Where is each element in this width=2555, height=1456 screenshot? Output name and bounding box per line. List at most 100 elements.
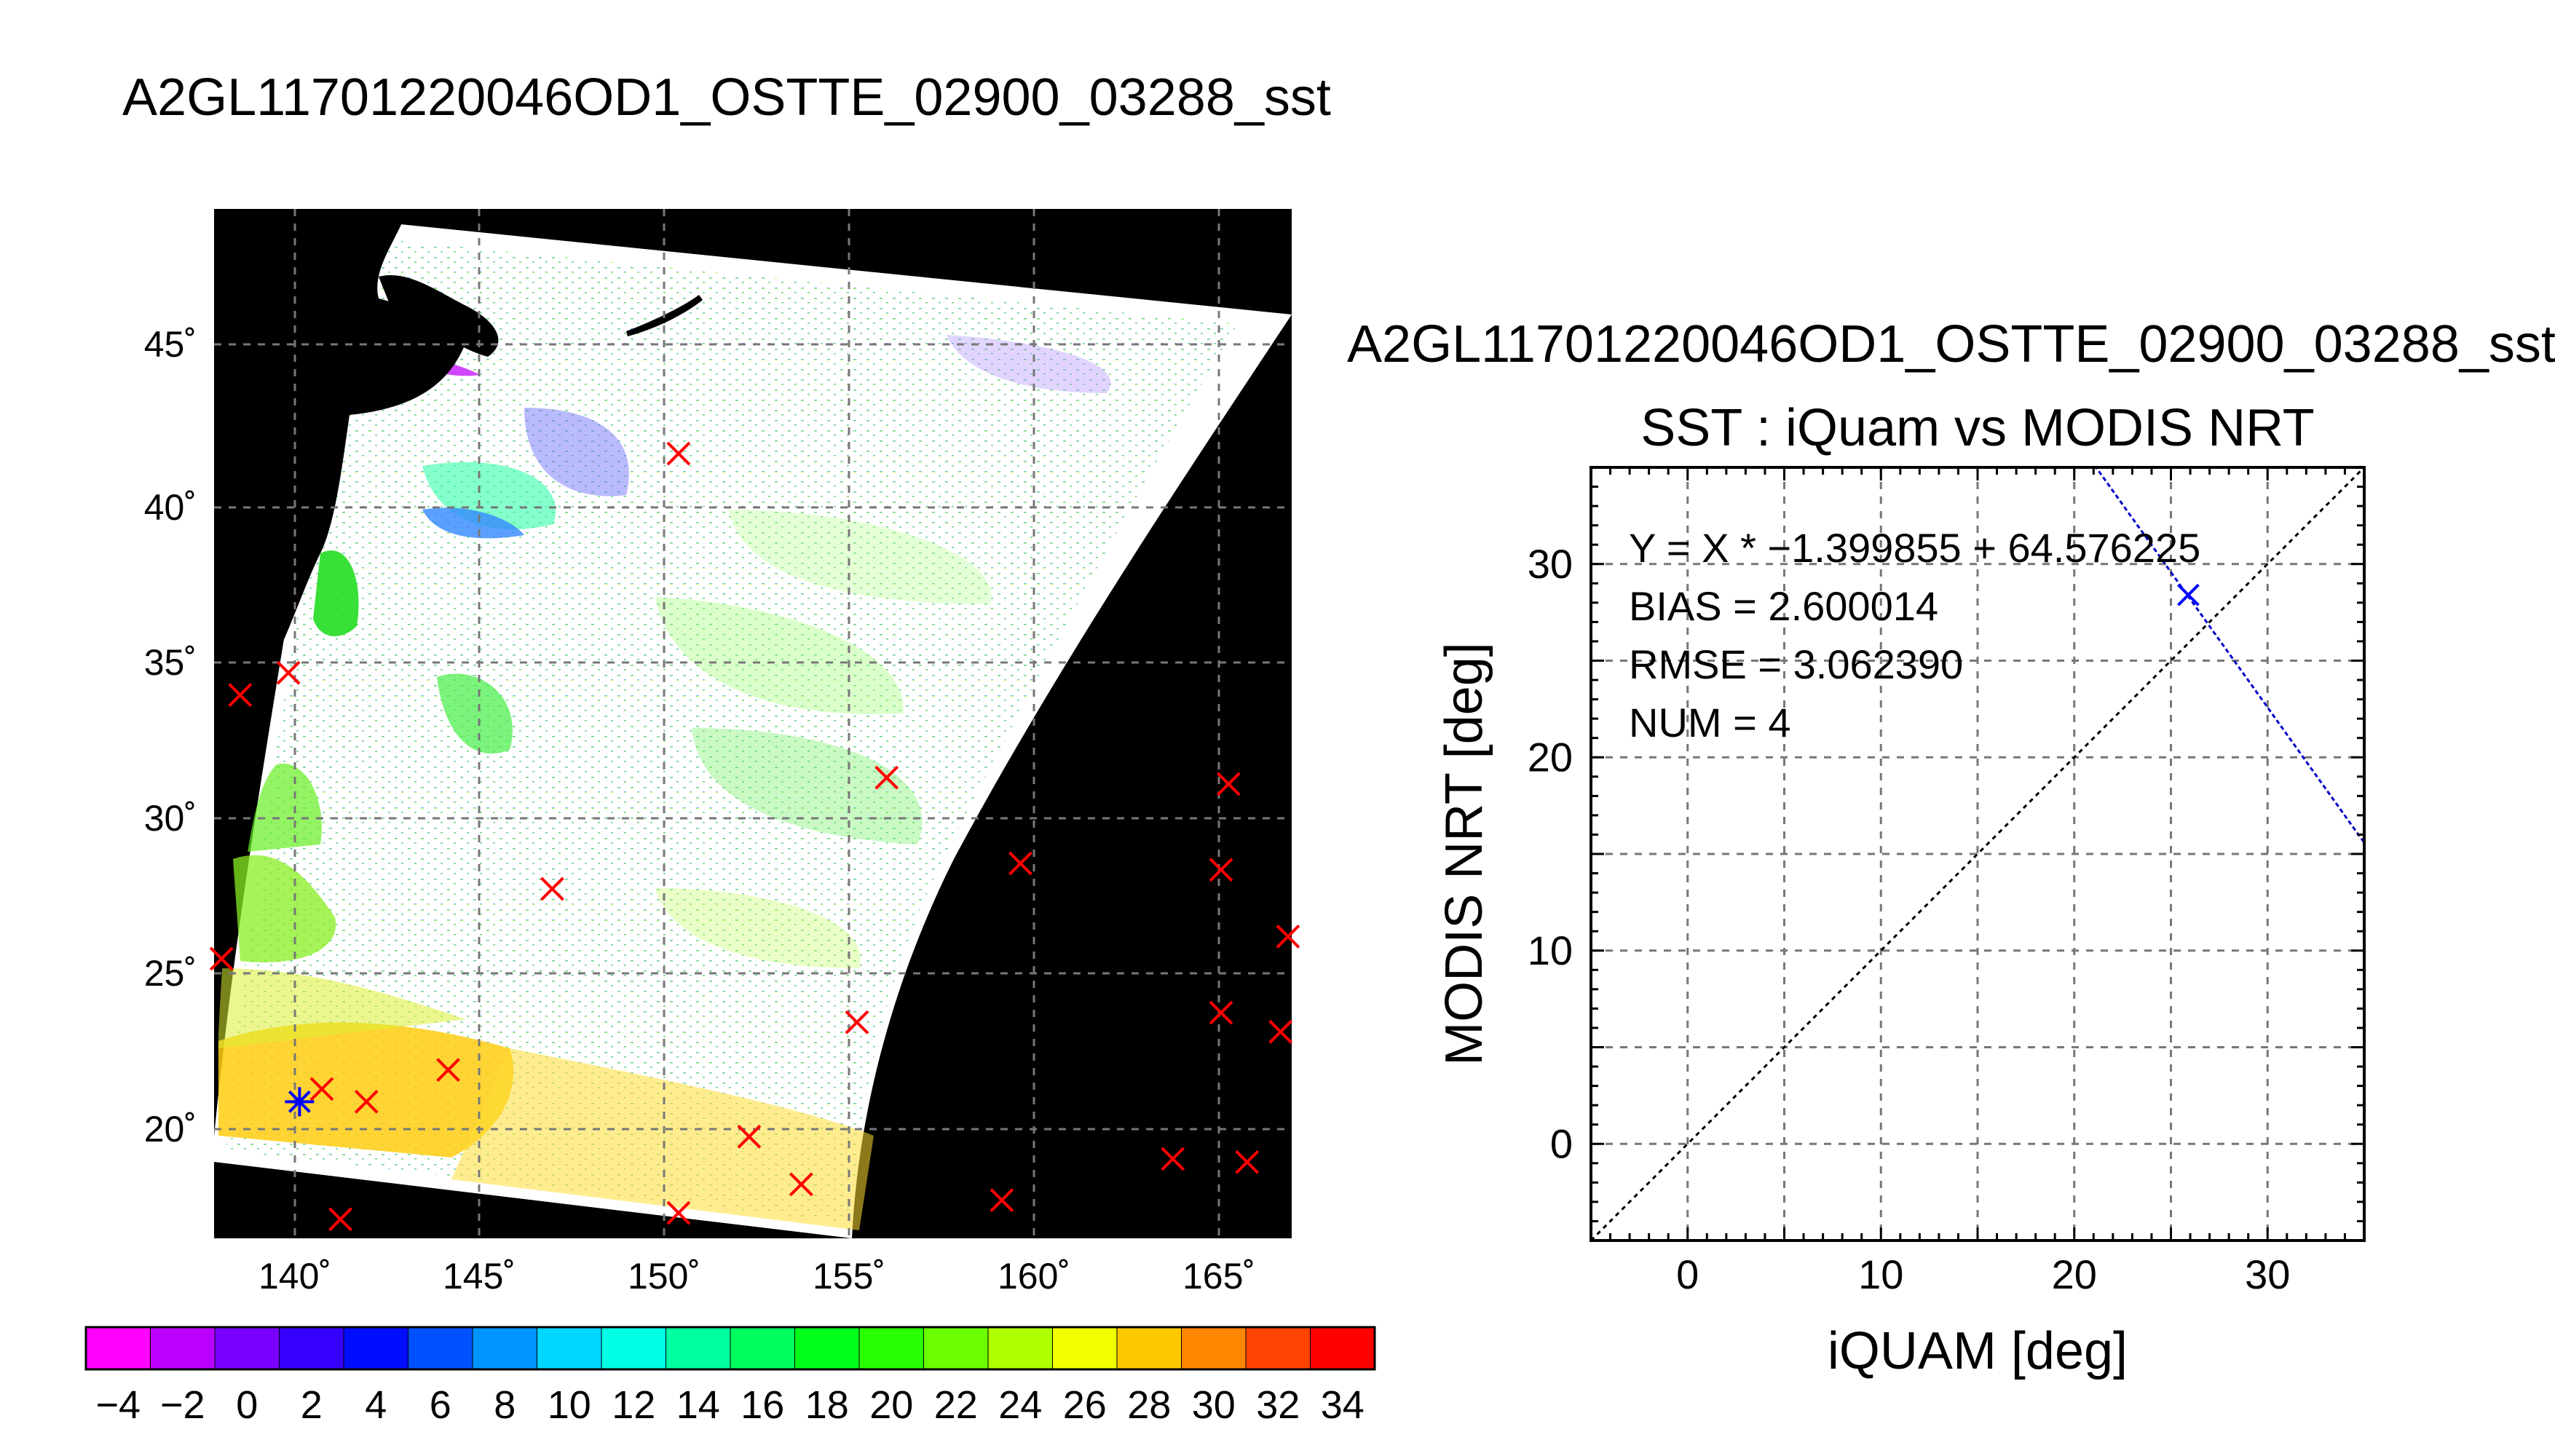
x-tick-label: 20: [2052, 1251, 2097, 1297]
scatter-points: [2176, 583, 2200, 606]
colorbar-cell: [1117, 1327, 1182, 1369]
insitu-marker: [209, 946, 234, 971]
data-point: [2176, 583, 2200, 606]
insitu-marker: [540, 877, 564, 901]
insitu-marker: [1209, 858, 1233, 882]
colorbar-frame: [84, 1326, 1376, 1371]
colorbar-tick-label: 8: [494, 1383, 516, 1427]
insitu-marker: [874, 765, 899, 790]
lat-tick-label: 40˚: [144, 487, 197, 528]
x-tick-label: 10: [1858, 1251, 1903, 1297]
lon-tick-label: 145˚: [443, 1256, 516, 1297]
colorbar-cell: [1052, 1327, 1118, 1369]
colorbar-cell: [1181, 1327, 1247, 1369]
colorbar-cell: [794, 1327, 860, 1369]
colorbar-tick-label: 30: [1192, 1383, 1236, 1427]
lon-tick-label: 150˚: [628, 1256, 700, 1297]
colorbar: −4 −2 0 2 4 6 8 10 12 14 16 18 20 22 24 26 28 30 32 34: [84, 1326, 1376, 1427]
regression-line: [2094, 467, 2364, 844]
scatter-title-line1: A2GL11701220046OD1_OSTTE_02900_03288_sst: [1347, 315, 2555, 373]
colorbar-tick-label: 10: [548, 1383, 591, 1427]
stats-text: Y = X * −1.399855 + 64.576225 BIAS = 2.6…: [1629, 525, 2200, 745]
bias-value: BIAS = 2.600014: [1629, 583, 1938, 629]
colorbar-tick-label: −4: [95, 1383, 141, 1427]
lon-tick-label: 155˚: [813, 1256, 885, 1297]
map-lon-tick-labels: 140˚ 145˚ 150˚ 155˚ 160˚ 165˚: [258, 1256, 1255, 1297]
colorbar-cell: [988, 1327, 1053, 1369]
colorbar-cell: [923, 1327, 989, 1369]
land-japan: [214, 209, 466, 743]
colorbar-tick-label: 2: [301, 1383, 323, 1427]
colorbar-cell: [150, 1327, 216, 1369]
sst-map: 140˚ 145˚ 150˚ 155˚ 160˚ 165˚ 20˚ 25˚ 30…: [144, 209, 1300, 1297]
colorbar-tick-label: 32: [1256, 1383, 1300, 1427]
insitu-marker: [228, 683, 253, 708]
insitu-marker: [328, 1207, 352, 1232]
colorbar-tick-label: 22: [934, 1383, 978, 1427]
colorbar-cell: [86, 1327, 151, 1369]
insitu-marker: [1216, 772, 1241, 796]
colorbar-cell: [279, 1327, 344, 1369]
colorbar-tick-label: 0: [236, 1383, 258, 1427]
colorbar-cell: [666, 1327, 731, 1369]
colorbar-tick-label: 12: [612, 1383, 655, 1427]
scatter-title-line2: SST : iQuam vs MODIS NRT: [1640, 399, 2315, 457]
y-axis-label: MODIS NRT [deg]: [1435, 642, 1493, 1066]
land-izu-edge: [214, 743, 240, 1136]
colorbar-tick-label: 18: [805, 1383, 849, 1427]
map-grid: [214, 209, 1292, 1238]
lat-tick-label: 45˚: [144, 324, 197, 365]
colorbar-tick-label: 26: [1063, 1383, 1107, 1427]
colorbar-cell: [601, 1327, 666, 1369]
num-value: NUM = 4: [1629, 700, 1791, 745]
matchup-marker: [285, 1087, 315, 1117]
insitu-marker: [789, 1172, 813, 1197]
insitu-marker: [1235, 1150, 1260, 1174]
insitu-marker: [354, 1089, 379, 1114]
lat-tick-label: 30˚: [144, 798, 197, 839]
x-tick-label: 30: [2245, 1251, 2290, 1297]
colorbar-tick-label: 24: [998, 1383, 1042, 1427]
colorbar-cell: [344, 1327, 408, 1369]
colorbar-cell: [1246, 1327, 1311, 1369]
insitu-marker: [276, 660, 301, 685]
colorbar-tick-label: 28: [1127, 1383, 1171, 1427]
colorbar-cell: [473, 1327, 537, 1369]
lon-tick-label: 165˚: [1182, 1256, 1255, 1297]
insitu-marker: [845, 1010, 869, 1034]
lat-tick-label: 25˚: [144, 953, 197, 994]
lon-tick-label: 140˚: [258, 1256, 331, 1297]
y-tick-label: 10: [1528, 927, 1573, 973]
one-to-one-line: [1591, 467, 2364, 1241]
insitu-marker: [990, 1188, 1014, 1213]
lat-tick-label: 35˚: [144, 642, 197, 683]
colorbar-cell: [408, 1327, 473, 1369]
rmse-value: RMSE = 3.062390: [1629, 641, 1963, 687]
y-tick-label: 30: [1528, 541, 1573, 587]
map-lat-tick-labels: 20˚ 25˚ 30˚ 35˚ 40˚ 45˚: [144, 324, 197, 1150]
map-title: A2GL11701220046OD1_OSTTE_02900_03288_sst: [122, 68, 1331, 127]
x-tick-label: 0: [1676, 1251, 1699, 1297]
land-hokkaido: [379, 275, 499, 357]
insitu-marker: [666, 441, 691, 466]
insitu-marker: [1276, 924, 1300, 949]
insitu-marker: [737, 1124, 762, 1149]
colorbar-cell: [730, 1327, 795, 1369]
colorbar-tick-label: 14: [676, 1383, 720, 1427]
scatter-plot: 0 10 20 30 0 10 20 30 iQUAM [deg] MODIS NRT [de…: [1435, 466, 2366, 1380]
insitu-marker: [1209, 1000, 1233, 1025]
colorbar-tick-label: 4: [365, 1383, 387, 1427]
fit-equation: Y = X * −1.399855 + 64.576225: [1629, 525, 2200, 571]
insitu-marker: [309, 1077, 334, 1101]
insitu-marker: [666, 1200, 691, 1225]
x-axis-label: iQUAM [deg]: [1828, 1322, 2128, 1380]
insitu-marker: [1268, 1019, 1293, 1044]
colorbar-tick-label: 6: [430, 1383, 451, 1427]
scatter-grid: [1591, 467, 2364, 1241]
map-matchup-markers: [285, 1087, 315, 1117]
map-insitu-markers: [209, 441, 1300, 1232]
lat-tick-label: 20˚: [144, 1109, 197, 1150]
insitu-marker: [436, 1058, 460, 1083]
insitu-marker: [1008, 851, 1032, 876]
